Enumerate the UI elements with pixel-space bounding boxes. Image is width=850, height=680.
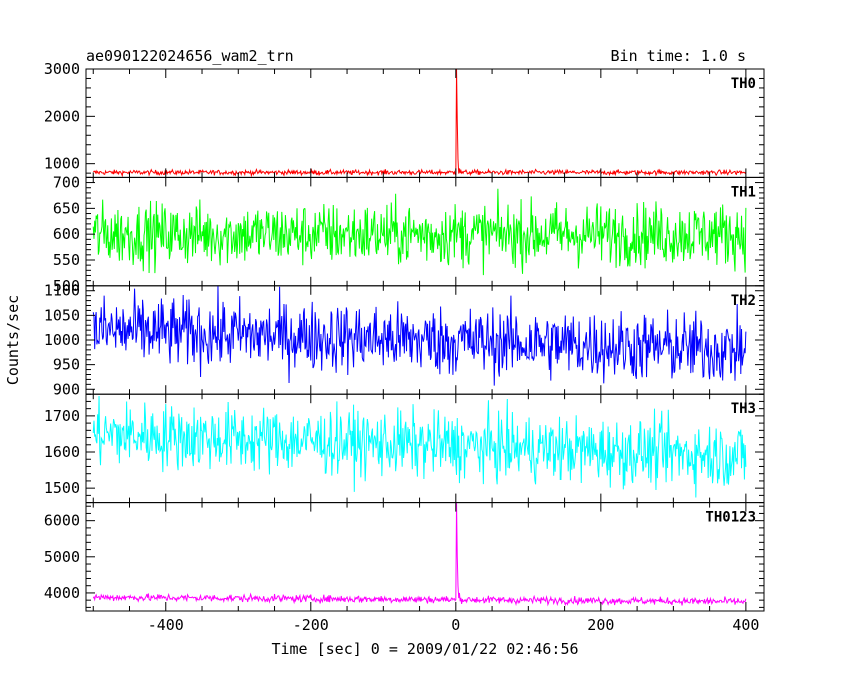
- y-tick-label: 3000: [44, 60, 80, 78]
- y-tick-label: 1100: [44, 282, 80, 300]
- series-line-th0: [93, 68, 747, 178]
- y-tick-label: 1600: [44, 443, 80, 461]
- y-tick-label: 500: [53, 277, 80, 295]
- series-line-th2: [92, 285, 747, 386]
- series-line-th3: [92, 395, 747, 498]
- y-tick-label: 950: [53, 356, 80, 374]
- series-line-th0123: [92, 502, 747, 607]
- y-tick-label: 900: [53, 380, 80, 398]
- panels-group: 100020003000TH0500550600650700TH19009501…: [44, 60, 765, 634]
- y-tick-label: 600: [53, 225, 80, 243]
- x-tick-label: -400: [148, 616, 184, 634]
- panel-label-th0123: TH0123: [705, 510, 756, 526]
- bin-time-label: Bin time: 1.0 s: [611, 47, 746, 65]
- x-tick-label: 200: [587, 616, 614, 634]
- panel-label-th2: TH2: [731, 293, 756, 309]
- chart-title: ae090122024656_wam2_trn: [86, 47, 294, 65]
- y-tick-label: 1500: [44, 479, 80, 497]
- y-tick-label: 5000: [44, 548, 80, 566]
- y-tick-label: 550: [53, 251, 80, 269]
- y-tick-label: 1700: [44, 407, 80, 425]
- y-tick-label: 1000: [44, 331, 80, 349]
- y-tick-label: 1050: [44, 306, 80, 324]
- y-tick-label: 650: [53, 199, 80, 217]
- x-tick-label: -200: [293, 616, 329, 634]
- y-axis-label: Counts/sec: [4, 295, 22, 385]
- panel-label-th3: TH3: [731, 401, 756, 417]
- y-tick-label: 6000: [44, 512, 80, 530]
- series-line-th1: [92, 188, 747, 276]
- x-tick-label: 400: [732, 616, 759, 634]
- x-tick-label: 0: [451, 616, 460, 634]
- y-tick-label: 1000: [44, 155, 80, 173]
- panel-label-th1: TH1: [731, 184, 756, 200]
- panel-frame-th0: [85, 68, 765, 178]
- panel-label-th0: TH0: [731, 76, 756, 92]
- y-tick-label: 700: [53, 174, 80, 192]
- x-axis-label: Time [sec] 0 = 2009/01/22 02:46:56: [271, 640, 578, 658]
- y-tick-label: 2000: [44, 107, 80, 125]
- y-tick-label: 4000: [44, 584, 80, 602]
